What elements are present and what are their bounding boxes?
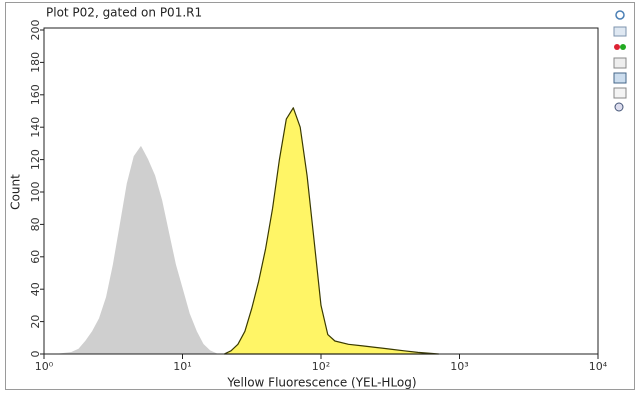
print-icon[interactable] xyxy=(613,57,627,69)
x-tick-label: 10⁰ xyxy=(35,360,54,373)
y-tick-label: 100 xyxy=(29,182,42,203)
y-tick-label: 120 xyxy=(29,149,42,170)
y-tick-label: 160 xyxy=(29,84,42,105)
y-tick-label: 180 xyxy=(29,52,42,73)
histogram-area xyxy=(223,107,440,355)
chart-title: Plot P02, gated on P01.R1 xyxy=(46,6,202,20)
x-tick-label: 10¹ xyxy=(173,360,191,373)
export-icon[interactable] xyxy=(613,87,627,99)
x-tick-label: 10² xyxy=(312,360,330,373)
x-axis-label: Yellow Fluorescence (YEL-HLog) xyxy=(226,376,416,390)
y-tick-label: 60 xyxy=(29,250,42,264)
histogram-area xyxy=(57,146,218,355)
y-tick-label: 80 xyxy=(29,217,42,231)
copy-icon[interactable] xyxy=(613,26,627,37)
color-icon-2 xyxy=(620,44,626,50)
y-axis-label: Count xyxy=(9,174,23,210)
x-tick-label: 10⁴ xyxy=(589,360,608,373)
save-icon[interactable] xyxy=(613,72,627,84)
y-tick-label: 20 xyxy=(29,315,42,329)
y-tick-label: 140 xyxy=(29,117,42,138)
y-tick-label: 0 xyxy=(29,351,42,358)
y-tick-label: 40 xyxy=(29,282,42,296)
y-tick-label: 200 xyxy=(29,20,42,41)
x-tick-label: 10³ xyxy=(450,360,468,373)
zoom-icon[interactable] xyxy=(615,10,625,20)
color-icon[interactable] xyxy=(614,44,620,50)
toolbar xyxy=(613,10,627,112)
search-icon[interactable] xyxy=(614,102,624,112)
